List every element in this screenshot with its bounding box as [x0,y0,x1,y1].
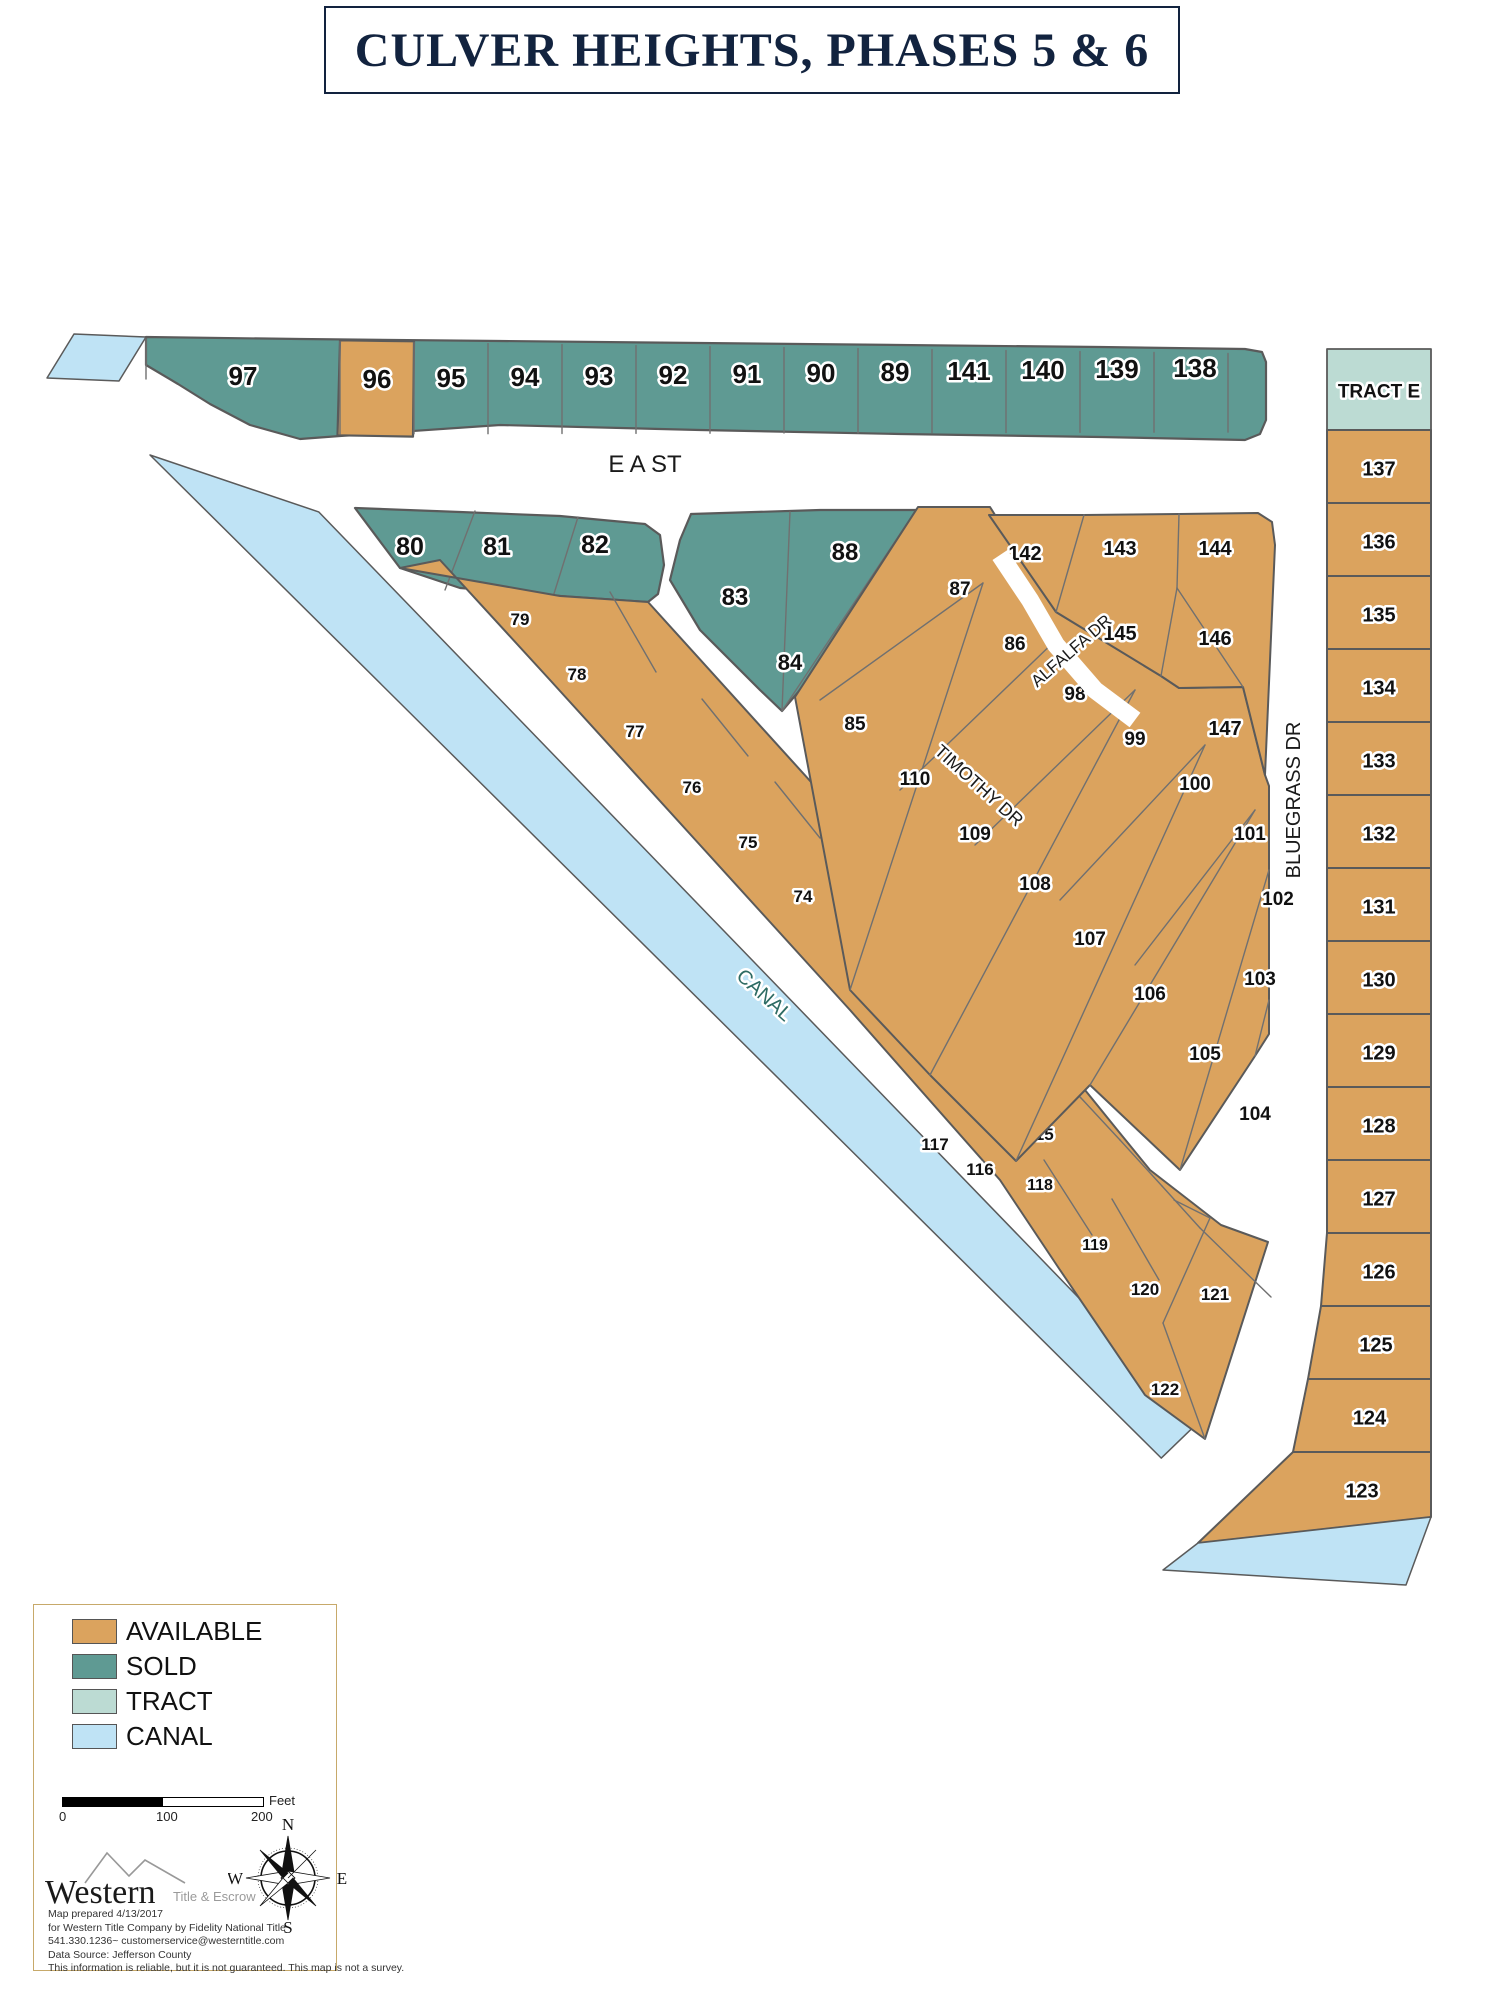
svg-text:N: N [282,1818,294,1834]
svg-text:137: 137 [1362,459,1395,481]
svg-text:117: 117 [921,1135,948,1154]
svg-text:97: 97 [229,361,258,391]
svg-text:108: 108 [1019,874,1051,895]
svg-text:100: 100 [1179,774,1211,795]
svg-text:91: 91 [733,359,762,389]
svg-text:83: 83 [722,584,749,611]
svg-text:93: 93 [585,361,614,391]
svg-text:134: 134 [1362,678,1396,700]
svg-text:116: 116 [966,1160,993,1179]
svg-text:126: 126 [1362,1262,1395,1284]
svg-text:99: 99 [1124,729,1145,750]
svg-text:141: 141 [947,356,990,386]
svg-text:131: 131 [1362,897,1395,919]
svg-text:101: 101 [1234,824,1266,845]
svg-text:133: 133 [1362,751,1395,773]
svg-text:96: 96 [363,364,392,394]
svg-text:87: 87 [949,579,970,600]
svg-text:124: 124 [1353,1408,1387,1430]
svg-text:E A ST: E A ST [608,451,682,478]
svg-text:110: 110 [900,769,931,790]
svg-text:139: 139 [1095,354,1138,384]
svg-text:78: 78 [568,665,587,684]
svg-text:118: 118 [1027,1177,1053,1194]
svg-text:88: 88 [832,539,859,566]
svg-text:128: 128 [1362,1116,1395,1138]
svg-text:89: 89 [881,357,910,387]
svg-text:136: 136 [1362,532,1395,554]
svg-text:107: 107 [1074,929,1106,950]
svg-text:W: W [228,1869,244,1888]
svg-text:130: 130 [1362,970,1395,992]
svg-text:132: 132 [1362,824,1395,846]
svg-text:102: 102 [1262,889,1294,910]
svg-text:74: 74 [794,887,813,906]
svg-text:Western: Western [45,1874,156,1908]
svg-text:80: 80 [396,533,424,561]
svg-text:95: 95 [437,363,466,393]
svg-text:76: 76 [683,778,702,797]
svg-text:120: 120 [1131,1280,1159,1299]
svg-text:140: 140 [1021,355,1064,385]
svg-text:109: 109 [959,824,991,845]
svg-text:E: E [337,1869,347,1888]
svg-text:122: 122 [1151,1380,1179,1399]
svg-text:146: 146 [1198,628,1231,650]
svg-text:81: 81 [483,533,511,561]
svg-text:147: 147 [1208,718,1241,740]
svg-text:127: 127 [1362,1189,1395,1211]
svg-text:84: 84 [778,650,803,675]
svg-text:86: 86 [1004,634,1025,655]
svg-text:82: 82 [581,531,609,559]
svg-text:90: 90 [807,358,836,388]
svg-text:106: 106 [1134,984,1166,1005]
svg-text:105: 105 [1189,1044,1221,1065]
svg-text:77: 77 [626,722,645,741]
svg-text:135: 135 [1362,605,1395,627]
svg-text:75: 75 [739,833,758,852]
svg-text:104: 104 [1239,1104,1271,1125]
svg-text:TRACT E: TRACT E [1338,382,1420,403]
svg-text:94: 94 [511,362,540,392]
svg-text:BLUEGRASS DR: BLUEGRASS DR [1283,722,1305,879]
svg-text:119: 119 [1082,1237,1108,1254]
svg-text:92: 92 [659,360,688,390]
svg-text:121: 121 [1201,1285,1229,1304]
svg-text:123: 123 [1345,1481,1378,1503]
svg-text:85: 85 [844,714,866,735]
svg-text:144: 144 [1198,538,1232,560]
svg-text:129: 129 [1362,1043,1395,1065]
svg-text:79: 79 [511,610,530,629]
svg-text:138: 138 [1173,353,1216,383]
svg-text:103: 103 [1244,969,1276,990]
svg-text:S: S [283,1918,292,1937]
svg-text:125: 125 [1359,1335,1392,1357]
svg-text:143: 143 [1103,538,1136,560]
